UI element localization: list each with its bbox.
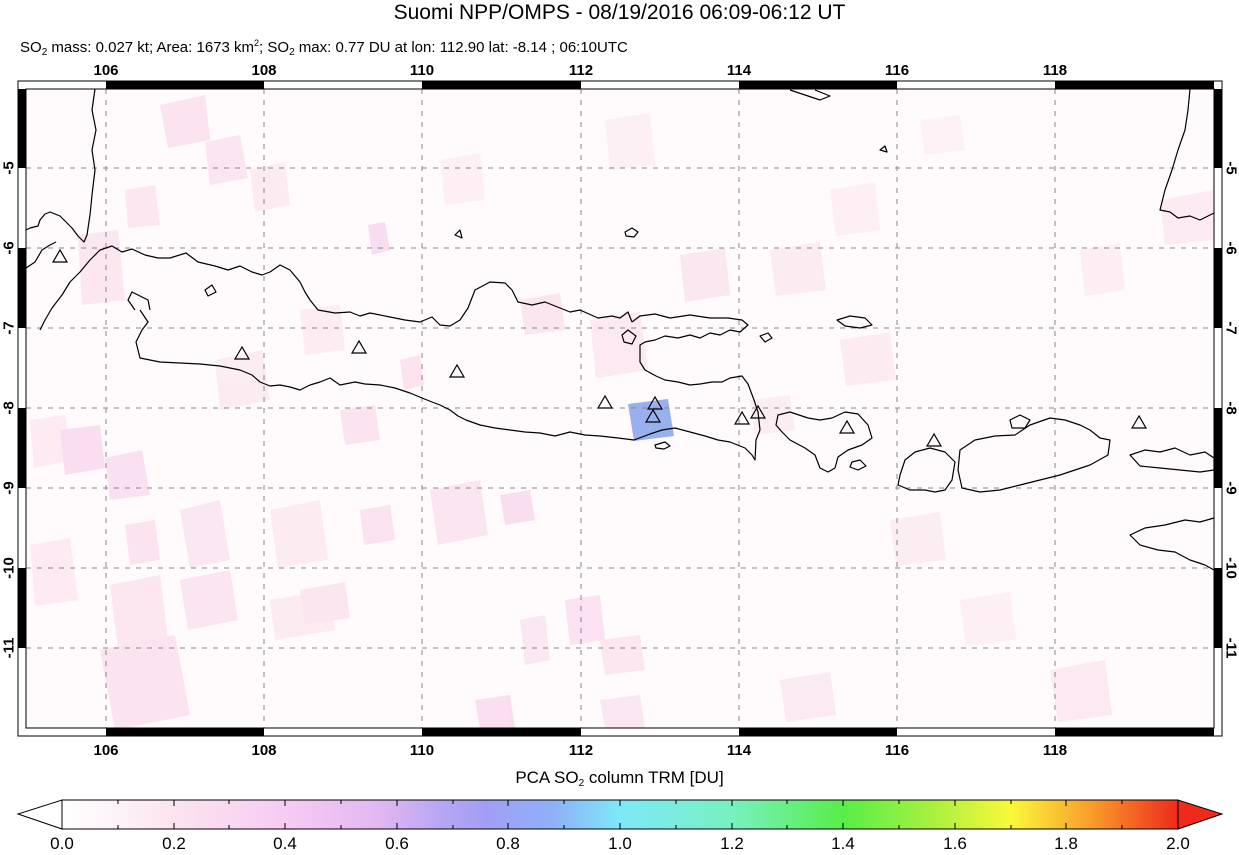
lat-tick-right: -7 xyxy=(1222,321,1239,335)
colorbar-tick: 0.8 xyxy=(496,834,520,853)
lat-tick-left: -10 xyxy=(0,557,18,579)
graticule xyxy=(26,89,1214,728)
lon-tick-bottom: 110 xyxy=(409,742,435,759)
volcano-icon xyxy=(350,339,368,354)
colorbar-tick: 0.4 xyxy=(273,834,297,853)
so2-map xyxy=(17,80,1223,737)
colorbar-tick: 1.2 xyxy=(720,834,744,853)
map-frame xyxy=(17,80,1223,737)
colorbar-tick: 0.2 xyxy=(162,834,186,853)
lat-tick-right: -10 xyxy=(1222,557,1239,579)
lat-tick-right: -8 xyxy=(1222,401,1239,415)
volcano-icon xyxy=(596,394,614,409)
lon-tick-top: 116 xyxy=(884,62,910,79)
volcano-icon xyxy=(448,363,466,378)
volcano-icon xyxy=(749,404,767,419)
colorbar-tick: 0.6 xyxy=(385,834,409,853)
volcano-icon xyxy=(233,345,251,360)
lat-tick-right: -9 xyxy=(1222,481,1239,495)
lon-tick-top: 114 xyxy=(726,62,752,79)
volcano-icon xyxy=(733,410,751,425)
volcano-icon xyxy=(838,419,856,434)
so2-summary: SO2 mass: 0.027 kt; Area: 1673 km2; SO2 … xyxy=(20,38,628,58)
lat-tick-left: -7 xyxy=(0,321,18,335)
lat-tick-right: -6 xyxy=(1222,241,1239,255)
lon-tick-bottom: 114 xyxy=(726,742,752,759)
colorbar-tick: 0.0 xyxy=(50,834,74,853)
lat-tick-left: -5 xyxy=(0,161,18,175)
lon-tick-bottom: 108 xyxy=(251,742,277,759)
lon-tick-bottom: 116 xyxy=(884,742,910,759)
colorbar-label: PCA SO2 column TRM [DU] xyxy=(515,768,724,789)
lon-tick-top: 110 xyxy=(409,62,435,79)
colorbar-tick: 1.0 xyxy=(608,834,632,853)
lat-tick-left: -8 xyxy=(0,401,18,415)
volcano-icon xyxy=(646,395,664,410)
lat-tick-right: -11 xyxy=(1222,637,1239,659)
lon-tick-top: 106 xyxy=(93,62,119,79)
map-title: Suomi NPP/OMPS - 08/19/2016 06:09-06:12 … xyxy=(393,1,846,24)
lon-tick-top: 118 xyxy=(1042,62,1068,79)
colorbar-tick: 1.8 xyxy=(1054,834,1078,853)
volcano-icon xyxy=(1130,414,1148,429)
lon-tick-bottom: 112 xyxy=(568,742,594,759)
lat-tick-left: -11 xyxy=(0,637,18,659)
lon-tick-bottom: 118 xyxy=(1042,742,1068,759)
colorbar-over-arrow xyxy=(1177,799,1224,830)
lon-tick-top: 112 xyxy=(568,62,594,79)
volcano-icon xyxy=(925,432,943,447)
colorbar-tick: 1.6 xyxy=(943,834,967,853)
lat-tick-right: -5 xyxy=(1222,161,1239,175)
lat-tick-left: -6 xyxy=(0,241,18,255)
volcano-markers xyxy=(51,248,1148,447)
coastlines xyxy=(25,88,1215,571)
volcano-icon xyxy=(51,248,69,263)
so2-pixel-field xyxy=(30,95,1214,730)
lat-tick-left: -9 xyxy=(0,481,18,495)
colorbar-under-arrow xyxy=(16,799,63,830)
colorbar-tick: 2.0 xyxy=(1166,834,1190,853)
volcano-icon xyxy=(644,408,662,423)
lon-tick-top: 108 xyxy=(251,62,277,79)
lon-tick-bottom: 106 xyxy=(93,742,119,759)
colorbar-tick: 1.4 xyxy=(831,834,855,853)
